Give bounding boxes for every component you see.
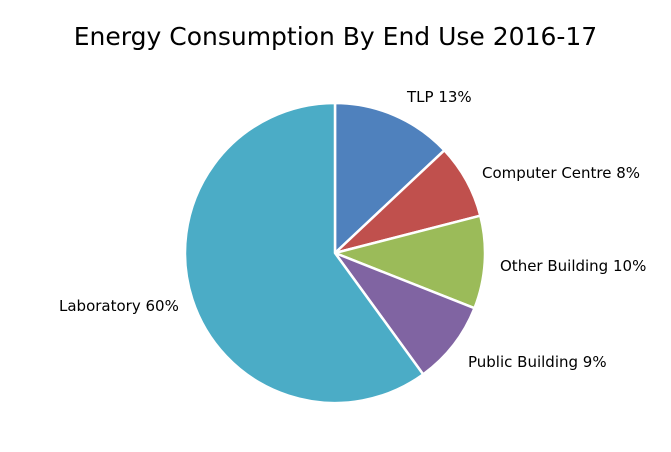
pie-slice-laboratory [183,101,425,405]
slice-label-other-building: Other Building 10% [500,257,646,275]
pie-slices [183,101,487,405]
pie-slice-other-building [333,214,487,310]
slice-label-tlp: TLP 13% [406,88,472,106]
slice-label-computer-centre: Computer Centre 8% [482,164,640,182]
pie-slice-tlp [333,101,446,255]
slice-label-laboratory: Laboratory 60% [59,297,179,315]
chart-title: Energy Consumption By End Use 2016-17 [73,22,598,51]
slice-label-public-building: Public Building 9% [468,353,607,371]
pie-slice-public-building [333,251,476,376]
pie-labels: TLP 13% Computer Centre 8% Other Building … [59,88,646,371]
